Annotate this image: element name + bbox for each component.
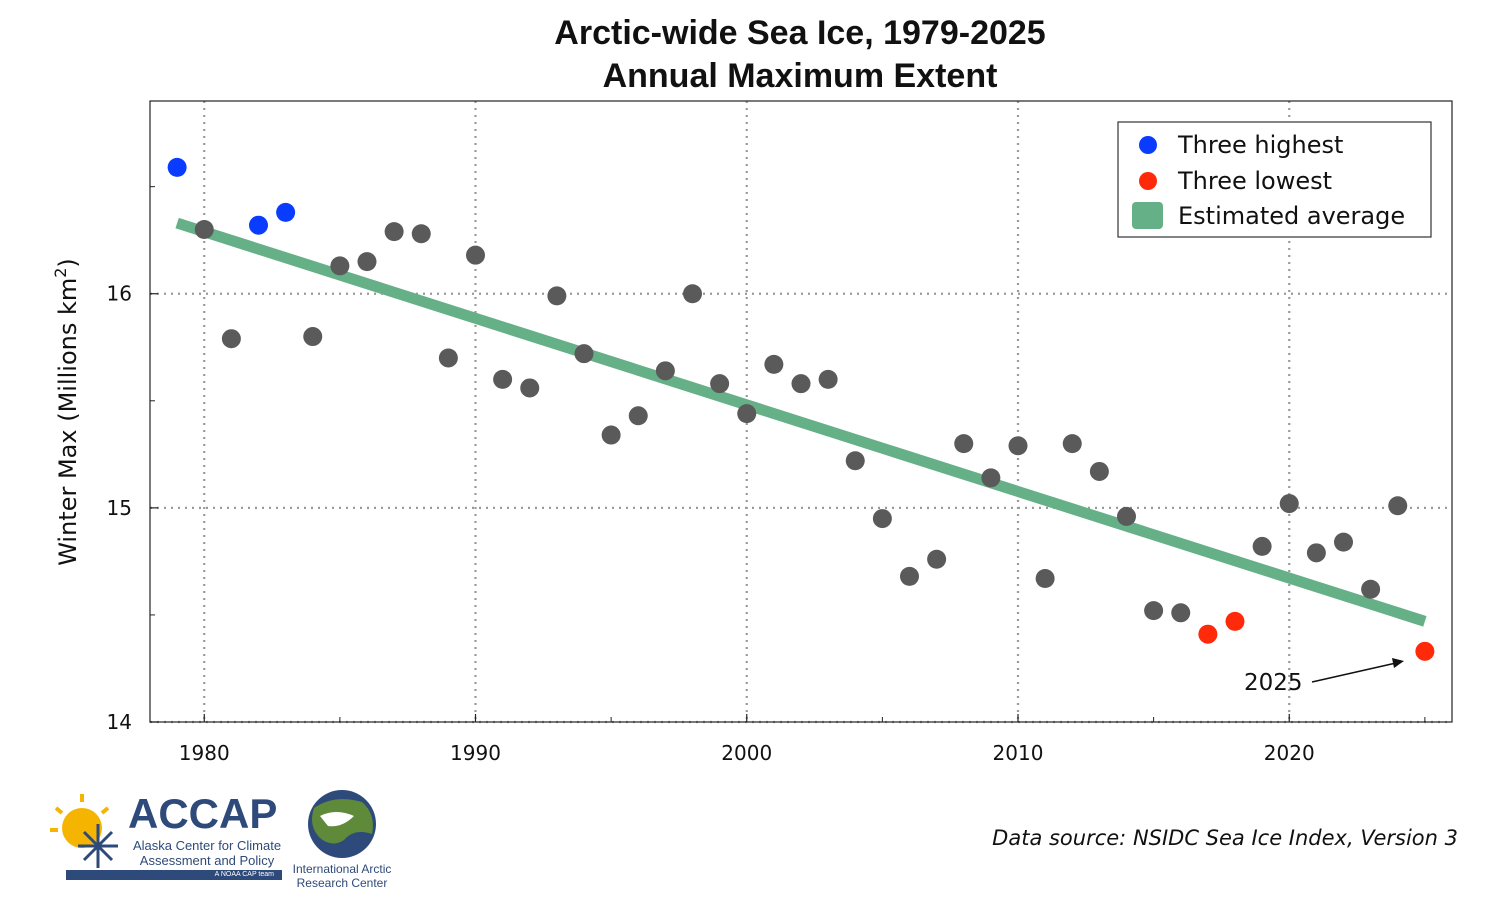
sun-snowflake-icon [50,794,118,868]
data-point [1252,536,1272,556]
data-points [167,157,1435,661]
data-point [303,327,323,347]
data-point [411,224,431,244]
data-point [845,451,865,471]
data-point [683,284,702,304]
lowest-point [1415,641,1435,661]
legend-marker-lowest [1139,172,1157,190]
data-point [384,222,404,242]
data-point [737,404,757,424]
data-point [872,509,892,529]
y-axis-label: Winter Max (Millions km2) [51,258,82,566]
data-point [1279,494,1299,514]
data-point [1089,461,1109,481]
data-point [655,361,675,381]
data-point [194,219,214,239]
data-point [1144,601,1164,621]
x-tick-label: 2000 [721,741,772,765]
chart-title-line-2: Annual Maximum Extent [603,57,998,95]
data-point [927,549,947,569]
data-point [1334,532,1353,552]
legend-box [1117,121,1432,238]
x-tick-label: 1980 [179,741,230,765]
data-point [900,566,919,586]
legend-label-highest: Three highest [1177,131,1343,159]
data-point [1062,434,1082,454]
data-point [547,286,567,306]
x-tick-label: 1990 [450,741,501,765]
data-point [1361,579,1381,599]
data-point [221,329,241,349]
plot-frame [149,100,1453,723]
x-tick-label: 2020 [1264,741,1315,765]
chart-title-line-1: Arctic-wide Sea Ice, 1979-2025 [554,14,1045,52]
y-tick-label: 16 [107,282,132,306]
data-point [574,344,594,364]
legend-marker-average [1132,202,1163,229]
legend-label-average: Estimated average [1178,202,1405,230]
data-point [1306,543,1326,563]
data-point [1388,496,1408,516]
lowest-point [1225,611,1245,631]
accap-tagline: A NOAA CAP team [66,870,282,880]
data-point [357,252,377,272]
x-tick-label: 2010 [993,741,1044,765]
trend-line [175,217,1427,627]
data-point [981,468,1001,488]
data-point [438,348,458,368]
y-tick-label: 14 [107,710,132,734]
accap-subtitle: Alaska Center for Climate Assessment and… [132,838,282,868]
accap-wordmark: ACCAP [128,790,278,837]
data-point [954,434,974,454]
data-point [1117,506,1136,526]
data-point [1035,569,1055,589]
y-tick-label: 15 [107,496,132,520]
legend-label-lowest: Three lowest [1177,167,1332,195]
data-point [818,369,838,389]
data-point [520,378,540,398]
data-point [628,406,648,426]
data-point [710,374,730,394]
data-source-note: Data source: NSIDC Sea Ice Index, Versio… [992,826,1458,850]
data-point [330,256,350,276]
highest-point [167,157,187,177]
trend-layer [175,217,1427,627]
accap-logo: ACCAP Alaska Center for Climate Assessme… [48,788,294,884]
iarc-name: International Arctic Research Center [292,862,392,890]
annotation-2025: 2025 [1244,658,1404,696]
annotation-arrowhead [1392,658,1404,668]
iarc-logo: International Arctic Research Center [284,788,400,890]
highest-point [249,215,268,235]
annotation-arrow-line [1311,662,1397,683]
lowest-point [1198,624,1218,644]
legend: Three highest Three lowest Estimated ave… [1117,121,1432,238]
axis-ticks: 1980 1990 2000 2010 2020 14 15 16 [107,186,1426,765]
data-point [493,369,513,389]
data-point [601,425,621,445]
data-point [1008,436,1028,456]
data-point [791,374,811,394]
data-point [466,245,485,265]
data-point [764,354,784,374]
annotation-label: 2025 [1244,670,1303,696]
highest-point [276,202,296,222]
legend-marker-highest [1139,136,1157,154]
globe-icon [308,790,376,858]
data-point [1171,603,1191,623]
